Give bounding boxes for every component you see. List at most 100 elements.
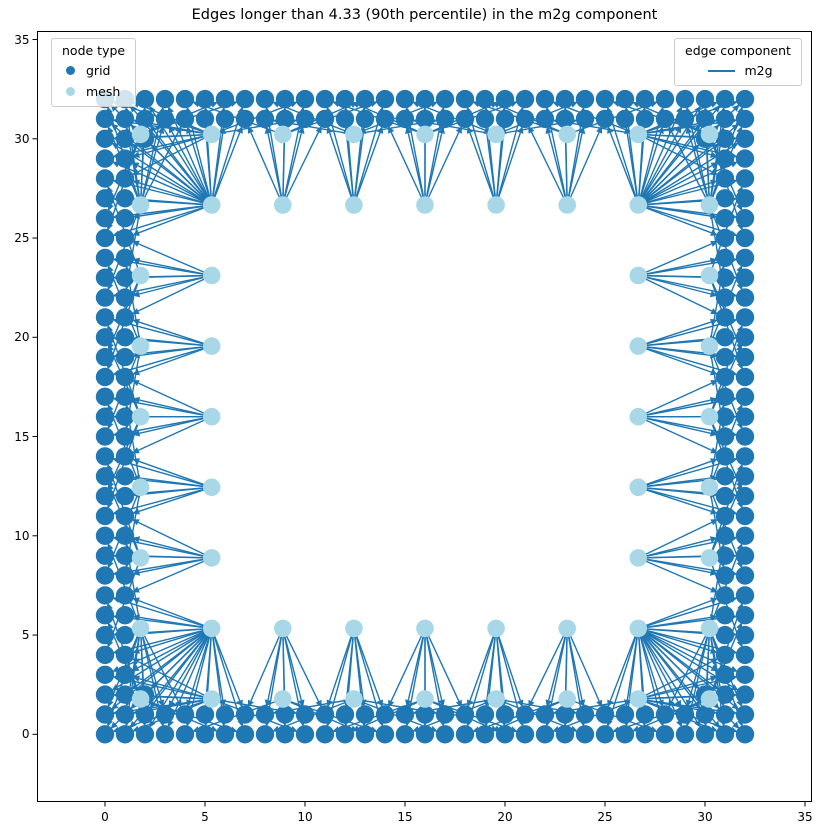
grid-node: [735, 169, 755, 188]
m2g-edge: [626, 628, 639, 701]
grid-node: [115, 467, 135, 486]
m2g-edge: [139, 399, 212, 418]
mesh-node: [558, 196, 576, 214]
m2g-edge-arrowhead: [731, 702, 739, 710]
grid-node: [595, 109, 615, 129]
grid-node: [735, 288, 755, 307]
mesh-node: [629, 337, 648, 355]
m2g-edge: [119, 320, 212, 347]
m2g-edge: [329, 628, 355, 701]
grid-node: [95, 546, 115, 565]
m2g-edge: [118, 599, 212, 630]
grid-node: [715, 526, 735, 545]
m2g-edge: [390, 132, 426, 206]
grid-node: [495, 89, 515, 109]
grid-node: [115, 566, 135, 585]
grid-node: [715, 467, 735, 486]
grid-node: [715, 625, 735, 645]
grid-node: [715, 387, 735, 406]
m2g-edge: [638, 204, 712, 234]
mesh-node: [202, 196, 221, 214]
mesh-node: [345, 619, 363, 638]
grid-node: [255, 705, 275, 724]
grid-node: [475, 705, 495, 724]
grid-node: [735, 546, 755, 565]
m2g-edge: [139, 555, 212, 559]
m2g-edge: [424, 628, 443, 701]
mesh-node: [700, 125, 719, 144]
grid-node: [235, 89, 255, 109]
grid-nodes: [95, 89, 755, 744]
grid-node: [735, 268, 755, 287]
grid-node: [735, 427, 755, 446]
m2g-edge-arrowhead: [710, 308, 719, 315]
x-tick-label: 35: [797, 810, 813, 824]
mesh-node: [629, 549, 648, 567]
grid-node: [715, 407, 735, 426]
y-tick-label: 30: [14, 131, 30, 146]
legend-edge-component: edge component m2g: [674, 38, 802, 86]
m2g-edge: [638, 133, 731, 157]
m2g-edge-arrowhead: [732, 721, 740, 729]
m2g-edge-arrowhead: [132, 569, 141, 576]
m2g-edges: [106, 100, 744, 733]
mesh-node: [202, 266, 221, 285]
grid-node: [675, 705, 695, 724]
m2g-edge: [637, 628, 645, 700]
grid-node: [715, 169, 735, 188]
m2g-edge-arrowhead: [455, 699, 462, 708]
grid-node: [135, 89, 155, 109]
grid-node: [95, 387, 115, 406]
mesh-node: [700, 478, 719, 497]
m2g-edge-arrowhead: [710, 229, 718, 236]
grid-node: [735, 149, 755, 168]
m2g-edge-arrowhead: [405, 699, 412, 707]
m2g-edge: [139, 260, 212, 277]
m2g-edge: [139, 627, 212, 635]
grid-node: [95, 288, 115, 307]
grid-node: [175, 705, 195, 724]
m2g-edge: [139, 628, 162, 701]
m2g-edge: [139, 616, 212, 630]
m2g-edge: [328, 113, 355, 206]
m2g-edge: [390, 628, 426, 702]
m2g-edge: [469, 132, 497, 206]
m2g-edge: [353, 628, 382, 721]
grid-node: [715, 486, 735, 506]
m2g-edge-arrowhead: [131, 143, 139, 151]
m2g-edge: [211, 628, 224, 701]
m2g-edge-arrowhead: [545, 126, 552, 134]
grid-node: [735, 566, 755, 585]
grid-node: [95, 625, 115, 645]
m2g-edge: [353, 628, 364, 700]
m2g-edge-arrowhead: [175, 699, 182, 708]
m2g-edge-arrowhead: [132, 675, 140, 682]
grid-node: [455, 725, 475, 744]
grid-node: [415, 109, 435, 129]
m2g-edge: [138, 599, 212, 630]
grid-node: [115, 189, 135, 208]
m2g-edge: [609, 132, 639, 206]
mesh-node: [700, 337, 719, 355]
m2g-edge-arrowhead: [131, 664, 140, 672]
m2g-edge-arrowhead: [132, 369, 140, 376]
grid-node: [455, 89, 475, 109]
grid-node: [715, 546, 735, 565]
m2g-edge: [671, 131, 711, 206]
mesh-node: [416, 690, 434, 708]
grid-node: [735, 367, 755, 387]
m2g-edge: [205, 628, 213, 700]
m2g-edge: [424, 132, 460, 206]
grid-node: [735, 407, 755, 426]
grid-node: [455, 109, 475, 129]
mesh-node: [629, 619, 648, 638]
grid-node: [735, 486, 755, 506]
grid-node: [515, 109, 535, 129]
m2g-edge-arrowhead: [326, 699, 333, 708]
grid-node: [715, 89, 735, 109]
grid-node: [115, 407, 135, 426]
grid-node: [395, 725, 415, 744]
m2g-edge: [139, 345, 212, 356]
m2g-edge-arrowhead: [132, 257, 141, 265]
grid-node: [375, 705, 395, 724]
